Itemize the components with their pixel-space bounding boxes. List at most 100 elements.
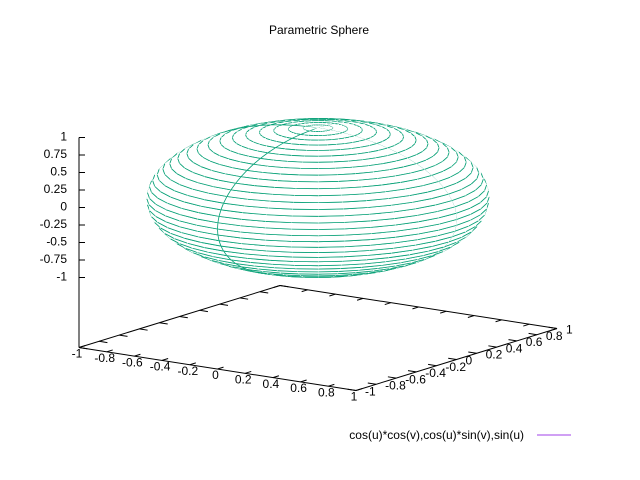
surface-line	[262, 136, 267, 139]
surface-line	[245, 205, 269, 209]
surface-line	[283, 142, 292, 145]
surface-line	[454, 201, 469, 208]
surface-line	[174, 190, 189, 196]
surface-line	[162, 163, 166, 170]
surface-line	[149, 198, 157, 205]
surface-line	[188, 157, 194, 163]
surface-line	[423, 165, 435, 170]
surface-line	[431, 193, 449, 199]
surface-line	[395, 172, 411, 177]
surface-line	[417, 211, 438, 216]
surface-patch	[297, 174, 319, 183]
surface-line	[282, 124, 294, 126]
surface-line	[335, 166, 353, 169]
surface-line	[233, 140, 237, 144]
surface-line	[469, 202, 481, 209]
surface-line	[299, 119, 309, 121]
surface-line	[169, 163, 173, 169]
surface-line	[156, 169, 160, 175]
x-tick	[301, 289, 308, 293]
surface-line	[236, 143, 242, 147]
surface-line	[369, 143, 377, 146]
z-tick-label: -1	[56, 270, 67, 284]
surface-line	[220, 209, 244, 214]
x-tick	[523, 323, 530, 327]
surface-line	[411, 143, 416, 148]
surface-line	[204, 176, 220, 181]
surface-line	[283, 138, 293, 144]
surface-line	[213, 186, 232, 191]
surface-line	[219, 155, 230, 160]
surface-line	[287, 160, 303, 163]
surface-line	[486, 190, 489, 198]
surface-line	[336, 119, 345, 121]
surface-line	[267, 152, 280, 155]
y-tick-label: -0.8	[385, 378, 406, 392]
surface-line	[193, 162, 202, 168]
surface-patch	[292, 201, 319, 210]
surface-line	[465, 226, 476, 233]
surface-line	[372, 268, 390, 272]
surface-line	[358, 268, 378, 271]
surface-line	[274, 267, 297, 270]
surface-line	[318, 260, 343, 263]
surface-line	[448, 236, 462, 243]
surface-line	[248, 155, 261, 159]
surface-line	[146, 198, 150, 205]
surface-line	[394, 142, 400, 146]
surface-line	[344, 239, 371, 242]
surface-line	[382, 160, 396, 165]
surface-line	[254, 265, 275, 269]
surface-line	[329, 149, 341, 151]
surface-line	[343, 136, 350, 139]
surface-line	[451, 147, 457, 153]
surface-line	[422, 181, 439, 186]
surface-line	[240, 170, 248, 178]
surface-line	[367, 270, 383, 274]
surface-line	[468, 196, 479, 203]
surface-line	[165, 215, 180, 222]
surface-line	[151, 192, 159, 199]
surface-line	[318, 256, 344, 258]
surface-patch	[302, 155, 319, 163]
x-tick	[440, 310, 447, 314]
surface-line	[388, 254, 410, 259]
surface-line	[437, 230, 455, 237]
surface-line	[418, 223, 440, 229]
surface-line	[166, 209, 181, 216]
surface-line	[245, 134, 247, 138]
y-tick-label: 1	[566, 323, 573, 337]
surface-line	[343, 213, 370, 217]
surface-line	[369, 135, 374, 139]
surface-line	[232, 134, 234, 138]
surface-line	[443, 242, 457, 248]
surface-line	[480, 173, 484, 180]
surface-line	[240, 231, 266, 235]
surface-line	[148, 204, 156, 211]
surface-line	[230, 259, 236, 264]
surface-line	[220, 245, 224, 252]
surface-line	[365, 257, 389, 261]
surface-line	[438, 212, 457, 219]
surface-line	[387, 145, 395, 149]
surface-line	[280, 173, 300, 176]
surface-line	[432, 151, 438, 157]
surface-line	[167, 203, 182, 209]
surface-line	[377, 265, 396, 269]
surface-line	[278, 134, 283, 137]
surface-line	[220, 134, 225, 139]
surface-line	[155, 216, 167, 223]
surface-line	[422, 147, 427, 152]
surface-line	[395, 233, 419, 238]
surface-line	[226, 255, 232, 261]
surface-line	[470, 162, 474, 168]
surface-patch	[317, 181, 341, 190]
surface-line	[464, 162, 467, 168]
surface-line	[204, 256, 220, 261]
surface-line	[152, 174, 156, 181]
surface-line	[382, 267, 396, 272]
y-tick	[199, 309, 208, 313]
surface-line	[434, 200, 452, 206]
x-tick-label: -1	[72, 347, 83, 361]
surface-line	[253, 271, 269, 274]
